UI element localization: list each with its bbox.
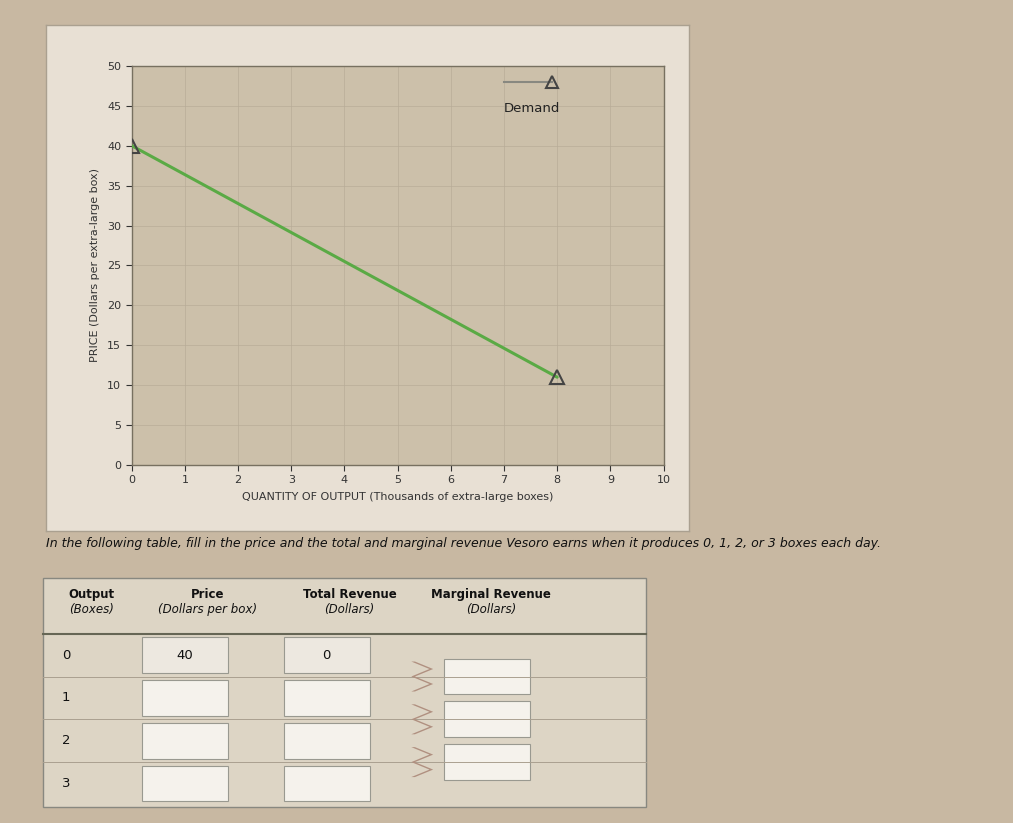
- Text: Output: Output: [68, 588, 114, 602]
- Text: (Dollars): (Dollars): [324, 603, 375, 616]
- Text: (Dollars): (Dollars): [466, 603, 517, 616]
- Text: Price: Price: [190, 588, 225, 602]
- Text: In the following table, fill in the price and the total and marginal revenue Ves: In the following table, fill in the pric…: [46, 537, 880, 550]
- Text: 40: 40: [176, 649, 193, 662]
- X-axis label: QUANTITY OF OUTPUT (Thousands of extra-large boxes): QUANTITY OF OUTPUT (Thousands of extra-l…: [242, 492, 553, 502]
- Text: (Boxes): (Boxes): [69, 603, 113, 616]
- Text: Demand: Demand: [504, 102, 560, 114]
- Text: 3: 3: [62, 777, 70, 790]
- Text: Marginal Revenue: Marginal Revenue: [432, 588, 551, 602]
- Text: Total Revenue: Total Revenue: [303, 588, 396, 602]
- Text: 0: 0: [322, 649, 331, 662]
- Text: 0: 0: [62, 649, 70, 662]
- Text: 2: 2: [62, 734, 70, 747]
- Text: (Dollars per box): (Dollars per box): [158, 603, 257, 616]
- Y-axis label: PRICE (Dollars per extra-large box): PRICE (Dollars per extra-large box): [90, 169, 100, 362]
- Text: 1: 1: [62, 691, 70, 704]
